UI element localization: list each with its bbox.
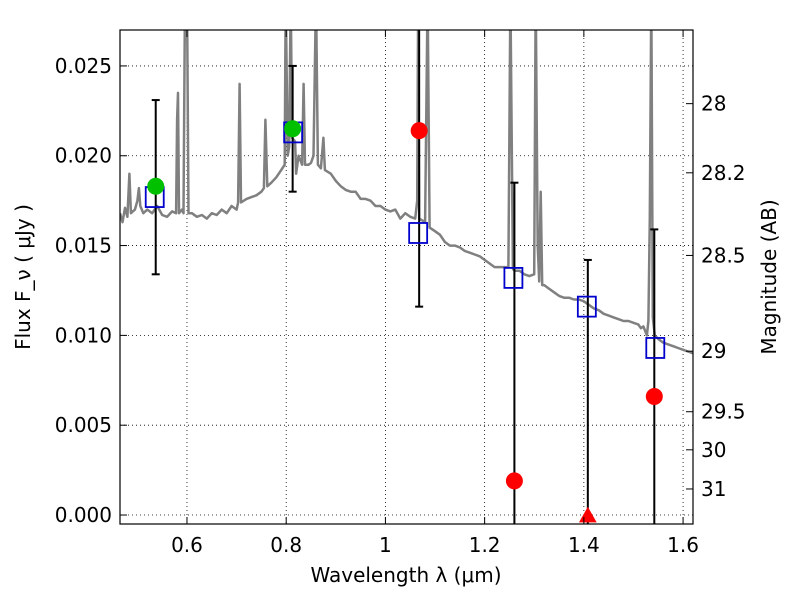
model-square	[503, 266, 524, 289]
y-tick-label: 0.005	[55, 413, 112, 437]
observed-point	[284, 120, 302, 138]
observed-point	[505, 472, 523, 490]
model-square	[576, 295, 597, 318]
y-tick-label: 0.020	[55, 144, 112, 168]
mag-tick-label: 28.5	[701, 243, 746, 267]
right-axis-label: Magnitude (AB)	[757, 199, 781, 354]
x-tick-label: 1	[379, 533, 392, 557]
x-axis-label: Wavelength λ (μm)	[310, 563, 501, 587]
observed-point	[410, 122, 428, 140]
mag-tick-label: 31	[701, 477, 726, 501]
observed-point	[147, 177, 165, 195]
plot-frame	[119, 29, 694, 525]
observed-upper-limit-triangle	[578, 506, 597, 523]
observed-point	[645, 387, 663, 405]
mag-tick-label: 28.2	[701, 161, 746, 185]
mag-tick-label: 29.5	[701, 400, 746, 424]
x-tick-label: 0.6	[171, 533, 203, 557]
mag-tick-label: 29	[701, 339, 726, 363]
y-tick-label: 0.000	[55, 503, 112, 527]
y-axis-label: Flux F_ν ( μJy )	[11, 204, 35, 350]
x-tick-label: 1.4	[568, 533, 600, 557]
x-tick-label: 0.8	[270, 533, 302, 557]
mag-tick-label: 30	[701, 438, 726, 462]
y-tick-label: 0.025	[55, 54, 112, 78]
mag-tick-label: 28	[701, 92, 726, 116]
x-tick-label: 1.6	[667, 533, 699, 557]
spectrum-line	[120, 30, 693, 355]
y-tick-label: 0.015	[55, 234, 112, 258]
model-square	[408, 222, 429, 244]
error-bars	[151, 30, 659, 524]
y-tick-label: 0.010	[55, 323, 112, 347]
x-tick-label: 1.2	[469, 533, 501, 557]
axis-ticks: 0.6 0.8 1 1.2 1.4 1.6 0.000 0.005 0.010 0.015 0.02…	[55, 30, 746, 557]
grid	[120, 30, 693, 524]
model-square	[645, 337, 666, 359]
observed-photometry-points	[147, 120, 663, 523]
model-photometry-squares	[144, 121, 666, 359]
